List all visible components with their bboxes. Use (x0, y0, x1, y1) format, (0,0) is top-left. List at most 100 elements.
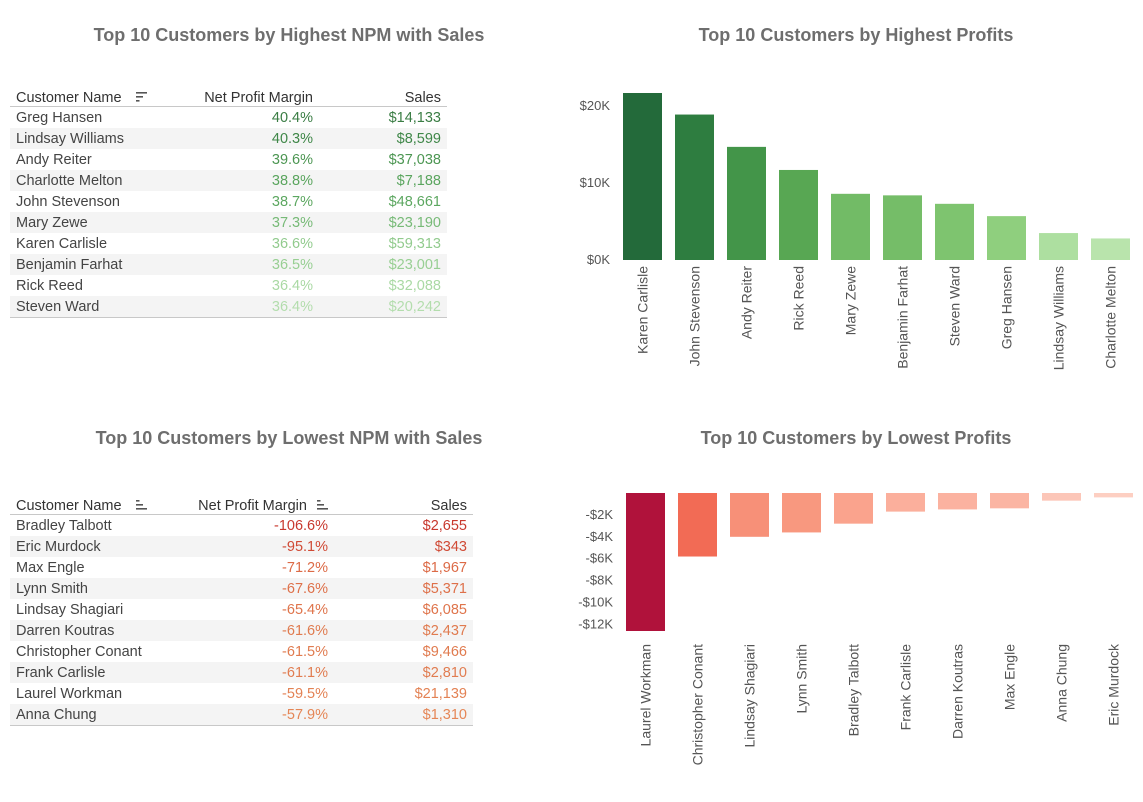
y-tick-label: -$4K (586, 529, 614, 544)
npm-cell: -67.6% (172, 578, 334, 599)
table-row[interactable]: Andy Reiter 39.6% $37,038 (10, 149, 447, 170)
customer-name-cell: Christopher Conant (16, 643, 142, 660)
bar[interactable] (782, 493, 821, 533)
npm-cell: -71.2% (282, 559, 328, 576)
npm-cell: 37.3% (172, 212, 319, 233)
customer-name-cell: Mary Zewe (10, 212, 172, 233)
column-header-customer[interactable]: Customer Name (10, 492, 172, 515)
column-header-npm[interactable]: Net Profit Margin (172, 84, 319, 107)
category-label: Anna Chung (1054, 644, 1070, 722)
sales-cell: $7,188 (319, 170, 447, 191)
table-row[interactable]: Steven Ward 36.4% $20,242 (10, 296, 447, 318)
table-row[interactable]: Bradley Talbott -106.6% $2,655 (10, 515, 473, 537)
category-label: Lynn Smith (794, 644, 810, 714)
highest-profits-title: Top 10 Customers by Highest Profits (698, 25, 1014, 45)
npm-cell: -61.5% (282, 643, 328, 660)
customer-name-cell: Karen Carlisle (16, 235, 108, 252)
table-row[interactable]: Mary Zewe 37.3% $23,190 (10, 212, 447, 233)
npm-cell: -57.9% (172, 704, 334, 726)
bar[interactable] (626, 493, 665, 631)
table-row[interactable]: Charlotte Melton 38.8% $7,188 (10, 170, 447, 191)
category-label: Benjamin Farhat (895, 266, 911, 369)
table-row[interactable]: Frank Carlisle -61.1% $2,810 (10, 662, 473, 683)
column-header-sales[interactable]: Sales (319, 84, 447, 107)
y-tick-label: $0K (587, 252, 610, 267)
bar[interactable] (1091, 238, 1130, 260)
column-header-sales[interactable]: Sales (334, 492, 473, 515)
customer-name-cell: Benjamin Farhat (10, 254, 172, 275)
npm-cell: 38.7% (271, 193, 313, 210)
bar[interactable] (1042, 493, 1081, 501)
bar[interactable] (1039, 233, 1078, 260)
customer-name-cell: Anna Chung (10, 704, 172, 726)
bar[interactable] (727, 146, 766, 260)
category-label: Christopher Conant (690, 644, 706, 766)
customer-name-cell: Darren Koutras (10, 620, 172, 641)
customer-name-cell: Lindsay Shagiari (16, 601, 124, 618)
column-header-npm[interactable]: Net Profit Margin (172, 492, 334, 515)
y-tick-label: -$12K (578, 616, 613, 631)
highest-profits-chart: $0K $10K $20K Karen Carlisle John Stevenson A… (580, 93, 1130, 370)
bar[interactable] (730, 493, 769, 537)
bar[interactable] (987, 216, 1026, 260)
sales-cell: $9,466 (422, 643, 467, 660)
bar[interactable] (779, 169, 818, 260)
table-row[interactable]: John Stevenson 38.7% $48,661 (10, 191, 447, 212)
table-row[interactable]: Lindsay Shagiari -65.4% $6,085 (10, 599, 473, 620)
npm-cell: 40.4% (271, 109, 313, 126)
table-row[interactable]: Christopher Conant -61.5% $9,466 (10, 641, 473, 662)
table-row[interactable]: Greg Hansen 40.4% $14,133 (10, 107, 447, 129)
customer-name-cell: Rick Reed (16, 277, 83, 294)
category-label: Frank Carlisle (898, 644, 914, 731)
bar[interactable] (990, 493, 1029, 509)
bar[interactable] (834, 493, 873, 524)
table-row[interactable]: Rick Reed 36.4% $32,088 (10, 275, 447, 296)
table-row[interactable]: Lynn Smith -67.6% $5,371 (10, 578, 473, 599)
highest-npm-table: Customer Name Net Profit Margin Sales Gr… (10, 84, 447, 318)
table-row[interactable]: Max Engle -71.2% $1,967 (10, 557, 473, 578)
y-tick-label: $10K (580, 175, 611, 190)
customer-name-cell: Lindsay Williams (10, 128, 172, 149)
npm-cell: 36.5% (172, 254, 319, 275)
category-label: Mary Zewe (843, 266, 859, 335)
sales-cell: $37,038 (388, 151, 441, 168)
category-label: Charlotte Melton (1103, 266, 1119, 369)
customer-name-cell: Max Engle (16, 559, 85, 576)
y-tick-label: $20K (580, 98, 611, 113)
column-header-customer[interactable]: Customer Name (10, 84, 172, 107)
sales-cell: $59,313 (388, 235, 441, 252)
bar[interactable] (886, 493, 925, 512)
table-row[interactable]: Eric Murdock -95.1% $343 (10, 536, 473, 557)
bar[interactable] (678, 493, 717, 557)
table-row[interactable]: Anna Chung -57.9% $1,310 (10, 704, 473, 726)
table-header-row: Customer Name Net Profit Margin Sales (10, 84, 447, 107)
table-row[interactable]: Laurel Workman -59.5% $21,139 (10, 683, 473, 704)
bar[interactable] (935, 203, 974, 260)
table-row[interactable]: Lindsay Williams 40.3% $8,599 (10, 128, 447, 149)
sales-cell: $23,001 (319, 254, 447, 275)
bar[interactable] (831, 193, 870, 260)
y-tick-label: -$10K (578, 595, 613, 610)
sales-cell: $21,139 (414, 685, 467, 702)
sales-cell: $14,133 (388, 109, 441, 126)
table-row[interactable]: Karen Carlisle 36.6% $59,313 (10, 233, 447, 254)
y-tick-label: -$6K (586, 551, 614, 566)
sort-descending-icon[interactable] (135, 92, 147, 104)
bar[interactable] (938, 493, 977, 510)
table-row[interactable]: Darren Koutras -61.6% $2,437 (10, 620, 473, 641)
bar[interactable] (1094, 493, 1133, 498)
category-label: Laurel Workman (638, 644, 654, 746)
sales-cell: $5,371 (334, 578, 473, 599)
category-label: Greg Hansen (999, 266, 1015, 349)
lowest-profits-title: Top 10 Customers by Lowest Profits (700, 428, 1012, 448)
bar[interactable] (883, 195, 922, 260)
npm-cell: 36.4% (172, 296, 319, 318)
customer-name-cell: Charlotte Melton (10, 170, 172, 191)
bar[interactable] (623, 93, 662, 260)
sort-ascending-icon[interactable] (135, 500, 147, 512)
category-label: Darren Koutras (950, 644, 966, 739)
table-row[interactable]: Benjamin Farhat 36.5% $23,001 (10, 254, 447, 275)
category-label: Andy Reiter (739, 266, 755, 339)
sort-ascending-icon[interactable] (317, 500, 328, 512)
bar[interactable] (675, 114, 714, 260)
